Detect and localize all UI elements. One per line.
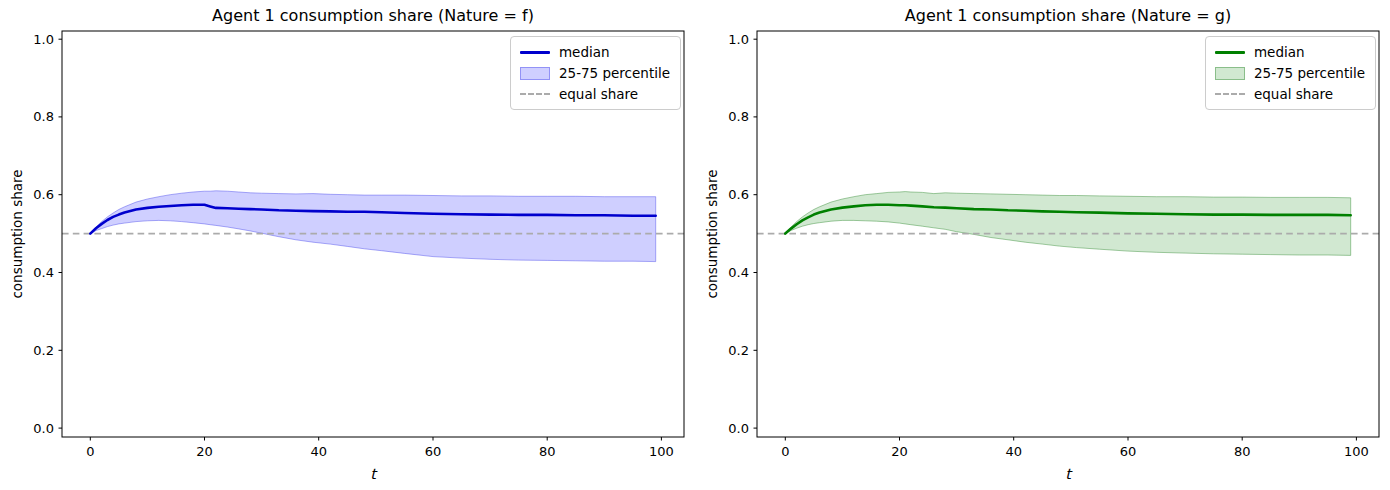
percentile-band	[90, 191, 655, 262]
legend-label: 25-75 percentile	[1254, 65, 1365, 81]
x-tick-label: 80	[539, 444, 556, 459]
percentile-band	[785, 192, 1350, 256]
y-tick-label: 0.0	[33, 421, 54, 436]
x-tick-label: 0	[781, 444, 789, 459]
y-tick-label: 0.6	[33, 187, 54, 202]
y-tick-label: 1.0	[33, 32, 54, 47]
x-tick-label: 100	[1344, 444, 1369, 459]
x-tick-label: 80	[1234, 444, 1251, 459]
legend-label: equal share	[559, 86, 638, 102]
legend-item-percentile: 25-75 percentile	[1215, 64, 1365, 82]
x-tick-label: 40	[310, 444, 327, 459]
x-tick-label: 0	[86, 444, 94, 459]
legend-label: equal share	[1254, 86, 1333, 102]
legend-item-percentile: 25-75 percentile	[520, 64, 670, 82]
percentile-band-swatch	[520, 67, 550, 80]
y-tick-label: 0.6	[728, 187, 749, 202]
y-tick-label: 0.8	[33, 109, 54, 124]
x-tick-label: 20	[891, 444, 908, 459]
y-tick-label: 1.0	[728, 32, 749, 47]
x-axis-label: t	[62, 466, 684, 482]
median-line-swatch	[520, 51, 550, 54]
y-tick-label: 0.4	[33, 265, 54, 280]
y-tick-label: 0.2	[728, 343, 749, 358]
y-tick-label: 0.2	[33, 343, 54, 358]
legend-label: median	[1254, 44, 1305, 60]
legend-label: 25-75 percentile	[559, 65, 670, 81]
legend-item-median: median	[520, 43, 670, 61]
legend: median 25-75 percentile equal share	[510, 36, 681, 110]
chart-panel-nature-g: Agent 1 consumption share (Nature = g) c…	[695, 0, 1390, 490]
legend-label: median	[559, 44, 610, 60]
equal-share-swatch	[1215, 93, 1245, 95]
percentile-band-swatch	[1215, 67, 1245, 80]
x-tick-label: 20	[196, 444, 213, 459]
legend-item-median: median	[1215, 43, 1365, 61]
median-line-swatch	[1215, 51, 1245, 54]
y-tick-label: 0.8	[728, 109, 749, 124]
y-tick-label: 0.0	[728, 421, 749, 436]
x-tick-label: 60	[1120, 444, 1137, 459]
figure: Agent 1 consumption share (Nature = f) c…	[0, 0, 1390, 490]
equal-share-swatch	[520, 93, 550, 95]
legend-item-equal-share: equal share	[1215, 85, 1365, 103]
x-axis-label: t	[757, 466, 1379, 482]
legend-item-equal-share: equal share	[520, 85, 670, 103]
legend: median 25-75 percentile equal share	[1205, 36, 1376, 110]
y-tick-label: 0.4	[728, 265, 749, 280]
chart-panel-nature-f: Agent 1 consumption share (Nature = f) c…	[0, 0, 695, 490]
x-tick-label: 60	[425, 444, 442, 459]
x-tick-label: 100	[649, 444, 674, 459]
x-tick-label: 40	[1005, 444, 1022, 459]
